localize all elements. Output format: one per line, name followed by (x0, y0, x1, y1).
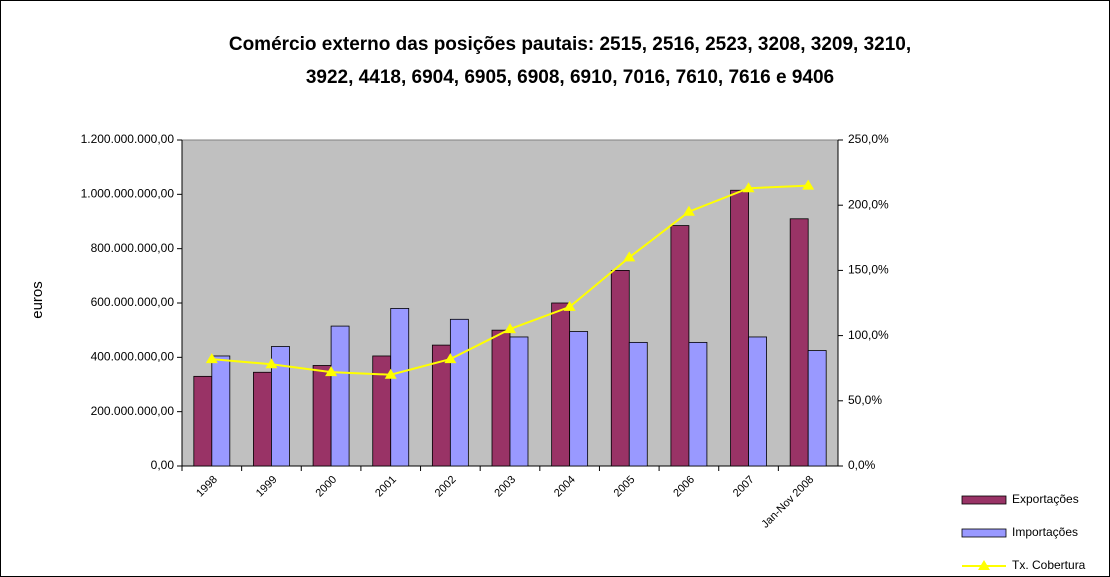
marker (265, 358, 278, 369)
bar (193, 375, 213, 467)
bar (551, 302, 571, 467)
bar (449, 318, 469, 467)
y-tick-label: 800.000.000,00 (91, 241, 175, 255)
marker (742, 182, 755, 193)
bar (509, 336, 529, 467)
marker (205, 353, 218, 364)
bar (211, 355, 231, 467)
y2-tick-label: 250,0% (848, 132, 889, 146)
marker (563, 300, 576, 311)
y-axis-label: euros (29, 281, 46, 319)
marker (682, 205, 695, 216)
y2-tick-label: 150,0% (848, 263, 889, 277)
y2-tick-label: 200,0% (848, 197, 889, 211)
legend-swatch (978, 560, 990, 570)
y2-tick-label: 0,0% (848, 458, 876, 472)
bar (271, 346, 290, 467)
y2-tick-label: 50,0% (848, 393, 882, 407)
marker (504, 323, 516, 334)
legend-label: Tx. Cobertura (1012, 558, 1086, 572)
y-tick-label: 1.200.000.000,00 (81, 132, 175, 146)
bar (569, 331, 589, 467)
y-tick-label: 400.000.000,00 (91, 350, 175, 364)
chart-title: 3922, 4418, 6904, 6905, 6908, 6910, 7016… (306, 67, 834, 88)
bar (610, 269, 630, 467)
y-tick-label: 1.000.000.000,00 (81, 187, 175, 201)
marker (325, 366, 338, 377)
bar (628, 341, 648, 467)
y-tick-label: 0,00 (151, 458, 175, 472)
bar (688, 341, 708, 467)
bar (748, 336, 767, 467)
bar (491, 329, 511, 467)
marker (623, 251, 636, 262)
y-tick-label: 200.000.000,00 (91, 404, 175, 418)
bar (807, 350, 827, 467)
bar (312, 365, 332, 467)
legend-label: Importações (1012, 525, 1078, 539)
bar (730, 189, 749, 467)
marker (444, 353, 457, 364)
legend-swatch (961, 528, 1007, 538)
bar (372, 355, 392, 467)
bar (330, 325, 350, 467)
marker (802, 179, 815, 190)
y2-tick-label: 100,0% (848, 328, 889, 342)
marker (384, 368, 397, 379)
bar (789, 218, 809, 467)
chart-title: Comércio externo das posições pautais: 2… (229, 34, 911, 55)
legend-label: Exportações (1012, 492, 1079, 506)
bar (670, 225, 690, 467)
legend-swatch (961, 495, 1007, 505)
y-tick-label: 600.000.000,00 (91, 295, 175, 309)
bar (390, 308, 410, 467)
bar (253, 371, 272, 467)
